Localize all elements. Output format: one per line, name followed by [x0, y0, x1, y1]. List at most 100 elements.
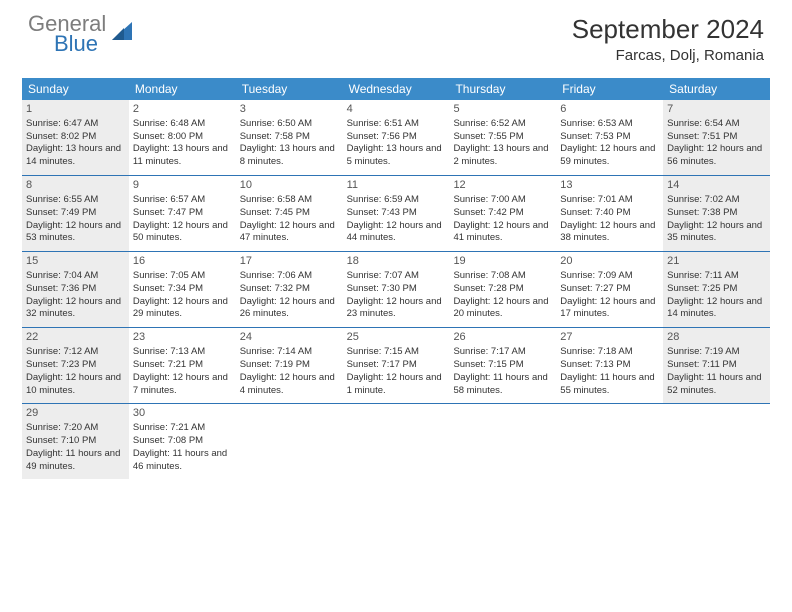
sunrise-line: Sunrise: 6:58 AM: [240, 194, 339, 207]
sunrise-line: Sunrise: 6:47 AM: [26, 118, 125, 131]
daylight-line: Daylight: 11 hours and 55 minutes.: [560, 372, 659, 398]
sunset-line: Sunset: 7:15 PM: [453, 359, 552, 372]
daylight-line: Daylight: 13 hours and 11 minutes.: [133, 143, 232, 169]
daylight-line: Daylight: 13 hours and 8 minutes.: [240, 143, 339, 169]
dow-header-wednesday: Wednesday: [343, 78, 450, 100]
sunset-line: Sunset: 7:21 PM: [133, 359, 232, 372]
daylight-line: Daylight: 12 hours and 35 minutes.: [667, 220, 766, 246]
sunset-line: Sunset: 7:32 PM: [240, 283, 339, 296]
sunrise-line: Sunrise: 7:17 AM: [453, 346, 552, 359]
day-cell: 18Sunrise: 7:07 AMSunset: 7:30 PMDayligh…: [343, 252, 450, 327]
day-number: 16: [133, 254, 232, 269]
day-cell: 2Sunrise: 6:48 AMSunset: 8:00 PMDaylight…: [129, 100, 236, 175]
logo: General Blue: [28, 14, 136, 54]
day-number: 27: [560, 330, 659, 345]
day-number: 17: [240, 254, 339, 269]
daylight-line: Daylight: 13 hours and 14 minutes.: [26, 143, 125, 169]
sunset-line: Sunset: 7:08 PM: [133, 435, 232, 448]
sunrise-line: Sunrise: 7:09 AM: [560, 270, 659, 283]
sunset-line: Sunset: 7:47 PM: [133, 207, 232, 220]
day-cell: 9Sunrise: 6:57 AMSunset: 7:47 PMDaylight…: [129, 176, 236, 251]
day-number: 8: [26, 178, 125, 193]
daylight-line: Daylight: 12 hours and 47 minutes.: [240, 220, 339, 246]
day-cell: 29Sunrise: 7:20 AMSunset: 7:10 PMDayligh…: [22, 404, 129, 479]
sunrise-line: Sunrise: 7:00 AM: [453, 194, 552, 207]
dow-header-row: SundayMondayTuesdayWednesdayThursdayFrid…: [22, 78, 770, 100]
daylight-line: Daylight: 12 hours and 53 minutes.: [26, 220, 125, 246]
day-cell: 4Sunrise: 6:51 AMSunset: 7:56 PMDaylight…: [343, 100, 450, 175]
dow-header-tuesday: Tuesday: [236, 78, 343, 100]
day-number: 6: [560, 102, 659, 117]
day-cell: 24Sunrise: 7:14 AMSunset: 7:19 PMDayligh…: [236, 328, 343, 403]
weeks-container: 1Sunrise: 6:47 AMSunset: 8:02 PMDaylight…: [22, 100, 770, 479]
daylight-line: Daylight: 13 hours and 5 minutes.: [347, 143, 446, 169]
daylight-line: Daylight: 11 hours and 52 minutes.: [667, 372, 766, 398]
day-number: 15: [26, 254, 125, 269]
day-number: 18: [347, 254, 446, 269]
title-block: September 2024 Farcas, Dolj, Romania: [572, 14, 764, 64]
day-cell: [343, 404, 450, 479]
location-text: Farcas, Dolj, Romania: [572, 47, 764, 64]
day-number: 3: [240, 102, 339, 117]
day-number: 4: [347, 102, 446, 117]
day-cell: 21Sunrise: 7:11 AMSunset: 7:25 PMDayligh…: [663, 252, 770, 327]
day-cell: 13Sunrise: 7:01 AMSunset: 7:40 PMDayligh…: [556, 176, 663, 251]
sunset-line: Sunset: 7:45 PM: [240, 207, 339, 220]
dow-header-monday: Monday: [129, 78, 236, 100]
day-number: 30: [133, 406, 232, 421]
day-number: 7: [667, 102, 766, 117]
day-number: 24: [240, 330, 339, 345]
day-number: 22: [26, 330, 125, 345]
day-number: 11: [347, 178, 446, 193]
sunset-line: Sunset: 7:40 PM: [560, 207, 659, 220]
sunset-line: Sunset: 7:58 PM: [240, 131, 339, 144]
day-cell: 22Sunrise: 7:12 AMSunset: 7:23 PMDayligh…: [22, 328, 129, 403]
sunset-line: Sunset: 7:27 PM: [560, 283, 659, 296]
day-number: 13: [560, 178, 659, 193]
sunrise-line: Sunrise: 6:50 AM: [240, 118, 339, 131]
sunrise-line: Sunrise: 7:14 AM: [240, 346, 339, 359]
logo-text: General Blue: [28, 14, 106, 54]
day-cell: [236, 404, 343, 479]
dow-header-thursday: Thursday: [449, 78, 556, 100]
day-number: 25: [347, 330, 446, 345]
daylight-line: Daylight: 11 hours and 46 minutes.: [133, 448, 232, 474]
daylight-line: Daylight: 12 hours and 26 minutes.: [240, 296, 339, 322]
daylight-line: Daylight: 12 hours and 41 minutes.: [453, 220, 552, 246]
day-number: 26: [453, 330, 552, 345]
logo-sail-icon: [110, 20, 136, 46]
day-cell: 6Sunrise: 6:53 AMSunset: 7:53 PMDaylight…: [556, 100, 663, 175]
dow-header-friday: Friday: [556, 78, 663, 100]
sunset-line: Sunset: 7:30 PM: [347, 283, 446, 296]
day-cell: [556, 404, 663, 479]
sunset-line: Sunset: 7:36 PM: [26, 283, 125, 296]
sunset-line: Sunset: 7:19 PM: [240, 359, 339, 372]
day-cell: 3Sunrise: 6:50 AMSunset: 7:58 PMDaylight…: [236, 100, 343, 175]
daylight-line: Daylight: 12 hours and 32 minutes.: [26, 296, 125, 322]
daylight-line: Daylight: 12 hours and 10 minutes.: [26, 372, 125, 398]
sunrise-line: Sunrise: 7:12 AM: [26, 346, 125, 359]
day-number: 9: [133, 178, 232, 193]
sunrise-line: Sunrise: 7:08 AM: [453, 270, 552, 283]
daylight-line: Daylight: 12 hours and 59 minutes.: [560, 143, 659, 169]
daylight-line: Daylight: 12 hours and 1 minute.: [347, 372, 446, 398]
day-cell: 27Sunrise: 7:18 AMSunset: 7:13 PMDayligh…: [556, 328, 663, 403]
day-cell: [449, 404, 556, 479]
sunrise-line: Sunrise: 6:55 AM: [26, 194, 125, 207]
sunrise-line: Sunrise: 7:04 AM: [26, 270, 125, 283]
sunrise-line: Sunrise: 6:57 AM: [133, 194, 232, 207]
sunset-line: Sunset: 7:23 PM: [26, 359, 125, 372]
sunrise-line: Sunrise: 6:52 AM: [453, 118, 552, 131]
sunrise-line: Sunrise: 6:51 AM: [347, 118, 446, 131]
day-number: 12: [453, 178, 552, 193]
day-cell: 15Sunrise: 7:04 AMSunset: 7:36 PMDayligh…: [22, 252, 129, 327]
sunset-line: Sunset: 7:17 PM: [347, 359, 446, 372]
sunset-line: Sunset: 7:42 PM: [453, 207, 552, 220]
daylight-line: Daylight: 12 hours and 44 minutes.: [347, 220, 446, 246]
daylight-line: Daylight: 12 hours and 20 minutes.: [453, 296, 552, 322]
daylight-line: Daylight: 11 hours and 49 minutes.: [26, 448, 125, 474]
daylight-line: Daylight: 12 hours and 50 minutes.: [133, 220, 232, 246]
sunrise-line: Sunrise: 7:11 AM: [667, 270, 766, 283]
week-row: 22Sunrise: 7:12 AMSunset: 7:23 PMDayligh…: [22, 328, 770, 404]
day-cell: 26Sunrise: 7:17 AMSunset: 7:15 PMDayligh…: [449, 328, 556, 403]
